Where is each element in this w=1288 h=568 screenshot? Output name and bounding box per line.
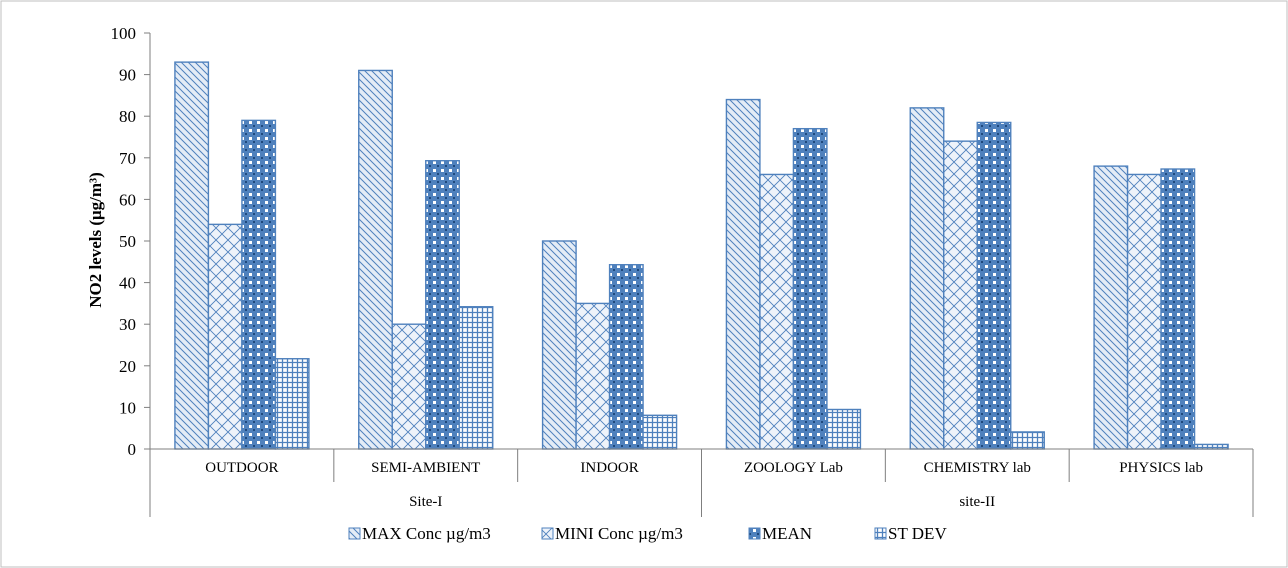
category-label: PHYSICS lab: [1119, 460, 1203, 476]
bar-mean-1: [425, 160, 460, 450]
legend-swatch-mean: [748, 527, 761, 540]
bar-mean-2: [608, 264, 644, 450]
y-axis-title: NO2 levels (μg/m³): [86, 172, 105, 308]
bar-stdev-1: [458, 306, 494, 450]
bar-mini-3: [759, 173, 795, 450]
legend-label-stdev: ST DEV: [888, 524, 947, 543]
bar-mean-4: [976, 121, 1012, 450]
y-tick-label: 30: [119, 315, 136, 334]
y-tick-labels: 0 10 20 30 40 50 60 70 80 90 100: [111, 24, 137, 459]
legend: MAX Conc µg/m3 MINI Conc µg/m3 MEAN ST DEV: [348, 524, 947, 543]
legend-label-max: MAX Conc µg/m3: [362, 524, 491, 543]
category-label: INDOOR: [580, 460, 638, 476]
bar-stdev-0: [274, 358, 310, 450]
legend-swatch-mini: [541, 527, 554, 540]
y-tick-label: 0: [128, 440, 137, 459]
legend-label-mini: MINI Conc µg/m3: [555, 524, 683, 543]
legend-swatch-max: [348, 527, 361, 540]
y-tick-label: 50: [119, 232, 136, 251]
bar-max-5: [1093, 165, 1129, 450]
legend-label-mean: MEAN: [762, 524, 812, 543]
bar-mean-5: [1160, 168, 1196, 450]
y-tick-label: 10: [119, 398, 136, 417]
bar-max-2: [541, 240, 577, 450]
bars: [174, 61, 1229, 450]
bar-mean-0: [241, 119, 277, 450]
bar-stdev-3: [826, 408, 862, 450]
category-label: CHEMISTRY lab: [924, 460, 1031, 476]
y-tick-label: 40: [119, 274, 136, 293]
category-labels: OUTDOOR SEMI-AMBIENT INDOOR ZOOLOGY Lab CHEM…: [205, 460, 1203, 476]
axes: [144, 32, 1254, 517]
y-tick-label: 70: [119, 149, 136, 168]
category-label: OUTDOOR: [205, 460, 278, 476]
group-label: site-II: [959, 494, 995, 510]
bar-max-3: [725, 98, 761, 450]
bar-mini-5: [1126, 173, 1162, 450]
legend-swatch-stdev: [874, 527, 887, 540]
category-label: ZOOLOGY Lab: [744, 460, 843, 476]
bar-mini-2: [575, 302, 611, 450]
bar-mean-3: [792, 127, 828, 450]
bar-max-0: [174, 61, 210, 450]
y-tick-label: 90: [119, 66, 136, 85]
bar-max-1: [358, 69, 393, 450]
y-tick-label: 20: [119, 357, 136, 376]
group-labels: Site-I site-II: [409, 494, 995, 510]
y-tick-label: 60: [119, 190, 136, 209]
bar-mini-4: [943, 140, 978, 450]
bar-stdev-2: [642, 414, 678, 450]
group-label: Site-I: [409, 494, 442, 510]
bar-mini-0: [207, 223, 243, 450]
bar-stdev-5: [1193, 443, 1229, 450]
bar-mini-1: [391, 323, 427, 450]
bar-stdev-4: [1010, 431, 1045, 450]
bar-max-4: [909, 107, 945, 450]
y-tick-label: 100: [111, 24, 137, 43]
category-label: SEMI-AMBIENT: [371, 460, 480, 476]
y-tick-label: 80: [119, 107, 136, 126]
